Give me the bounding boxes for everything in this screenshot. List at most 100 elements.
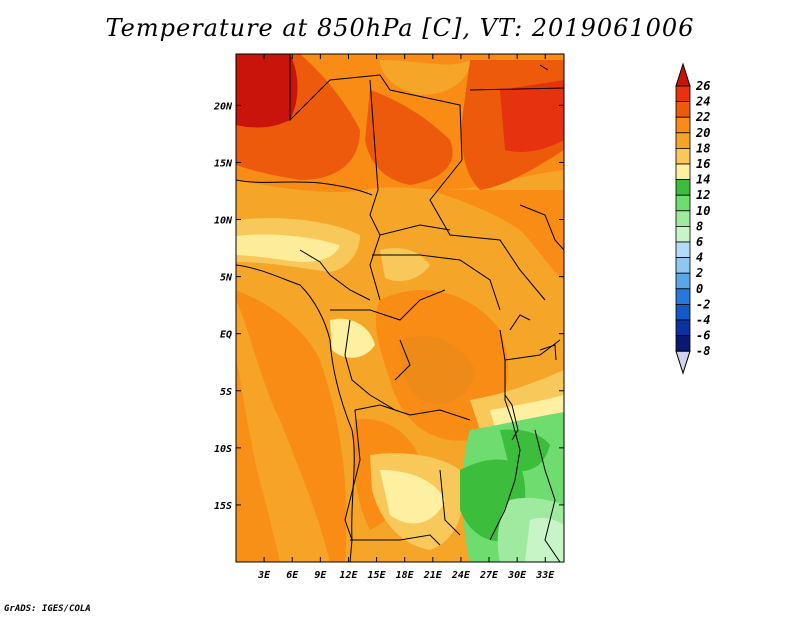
lon-label: 24E — [451, 570, 471, 581]
colorbar-max-arrow — [675, 62, 691, 87]
colorbar-label: 18 — [696, 141, 710, 155]
field-region — [500, 80, 564, 152]
border — [499, 329, 513, 421]
lake-outline — [504, 394, 519, 441]
lat-label: 15N — [214, 158, 233, 169]
field-region — [236, 234, 340, 262]
field-region — [380, 470, 445, 524]
lon-label: 21E — [423, 570, 443, 581]
lat-label: 15S — [214, 501, 232, 512]
border — [344, 409, 361, 541]
colorbar-label: 14 — [696, 173, 710, 187]
border — [534, 429, 561, 562]
colorbar-label: -6 — [696, 329, 710, 343]
lake-outline — [509, 314, 531, 331]
colorbar-label: 6 — [696, 235, 703, 249]
colorbar-label: 24 — [695, 95, 710, 109]
field-region — [399, 336, 475, 404]
longitude-axis: 3E 6E 9E 12E 15E 18E 21E 24E 27E 30E 33E — [257, 54, 555, 581]
lon-label: 12E — [339, 570, 358, 581]
colorbar-label: -4 — [696, 313, 710, 327]
colorbar-label: -8 — [696, 344, 710, 358]
border — [489, 419, 521, 541]
field-region — [380, 248, 430, 282]
colorbar-label: 10 — [696, 204, 710, 218]
colorbar-label: 8 — [696, 219, 703, 233]
colorbar-min-arrow — [675, 350, 691, 375]
latitude-axis: 20N 15N 10N 5N EQ 5S 10S 15S — [213, 101, 564, 512]
country-borders — [236, 54, 564, 562]
colorbar-segment — [675, 319, 691, 337]
field-region — [430, 190, 564, 280]
border — [350, 534, 441, 546]
border — [469, 87, 564, 91]
border — [299, 249, 371, 301]
lon-label: 6E — [286, 570, 299, 581]
lon-label: 33E — [535, 570, 555, 581]
colorbar-segment — [675, 116, 691, 134]
chart-title: Temperature at 850hPa [C], VT: 201906100… — [105, 14, 695, 42]
border — [394, 339, 411, 381]
field-region — [380, 60, 470, 95]
colorbar-segment — [675, 335, 691, 352]
field-region — [330, 318, 375, 358]
border — [504, 339, 561, 361]
border — [539, 64, 549, 71]
lat-label: 10N — [214, 216, 233, 227]
lat-label: 5N — [220, 273, 233, 284]
border — [519, 204, 564, 251]
lat-label: 10S — [214, 444, 232, 455]
colorbar-segment — [675, 179, 691, 196]
colorbar-label: -2 — [696, 297, 710, 311]
map-frame — [235, 53, 565, 563]
colorbar-segment — [675, 210, 691, 227]
border — [372, 254, 501, 311]
colorbar-segment — [675, 225, 691, 243]
lat-label: 20N — [213, 101, 233, 112]
field-region — [236, 54, 298, 128]
lon-label: 27E — [479, 570, 499, 581]
colorbar-label: 2 — [695, 266, 703, 280]
border — [354, 404, 471, 421]
colorbar-label: 22 — [695, 110, 710, 124]
grads-credit: GrADS: IGES/COLA — [4, 604, 91, 614]
border — [236, 179, 373, 196]
colorbar-label: 0 — [696, 282, 703, 296]
lat-label: 5S — [220, 387, 232, 398]
field-region — [236, 360, 280, 562]
colorbar-label: 16 — [696, 157, 710, 171]
field-region — [365, 90, 453, 185]
border — [289, 54, 463, 161]
colorbar-segment — [675, 303, 691, 321]
colorbar-segment — [675, 85, 691, 103]
lat-label: EQ — [220, 330, 232, 341]
lon-label: 15E — [368, 570, 387, 581]
lon-label: 30E — [507, 570, 527, 581]
lon-label: 9E — [314, 570, 327, 581]
border — [429, 159, 546, 301]
border — [344, 319, 396, 411]
coastline — [236, 264, 355, 562]
lon-label: 3E — [257, 570, 271, 581]
colorbar-segment — [675, 194, 691, 212]
colorbar-segment — [675, 241, 691, 259]
colorbar-segment — [675, 163, 691, 181]
border — [379, 224, 451, 236]
colorbar-segment — [675, 272, 691, 290]
colorbar-segment — [675, 132, 691, 149]
border — [439, 469, 461, 536]
colorbar-label: 4 — [696, 251, 703, 265]
colorbar-label: 26 — [695, 79, 710, 93]
colorbar-segment — [675, 257, 691, 274]
colorbar-segment — [675, 288, 691, 305]
lon-label: 18E — [396, 570, 415, 581]
colorbar-label: 20 — [695, 126, 710, 140]
colorbar-segment — [675, 101, 691, 118]
colorbar-segment — [675, 147, 691, 165]
border — [369, 79, 381, 301]
colorbar-label: 12 — [696, 188, 710, 202]
lake-outline — [539, 344, 557, 361]
border — [330, 289, 446, 321]
